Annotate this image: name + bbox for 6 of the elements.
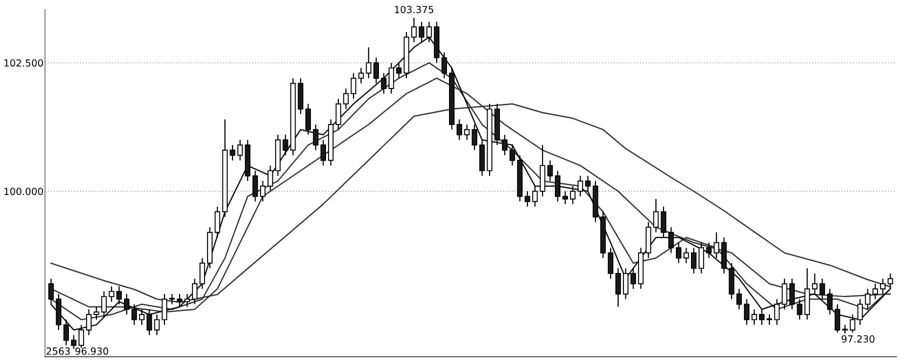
annotation: 2563 <box>46 347 70 355</box>
annotation: 103.375 <box>394 6 434 14</box>
y-tick-label: 100.000 <box>4 188 43 196</box>
y-tick-label: 102.500 <box>4 59 43 67</box>
annotation: 96.930 <box>75 347 108 355</box>
annotation: 97.230 <box>842 335 874 343</box>
